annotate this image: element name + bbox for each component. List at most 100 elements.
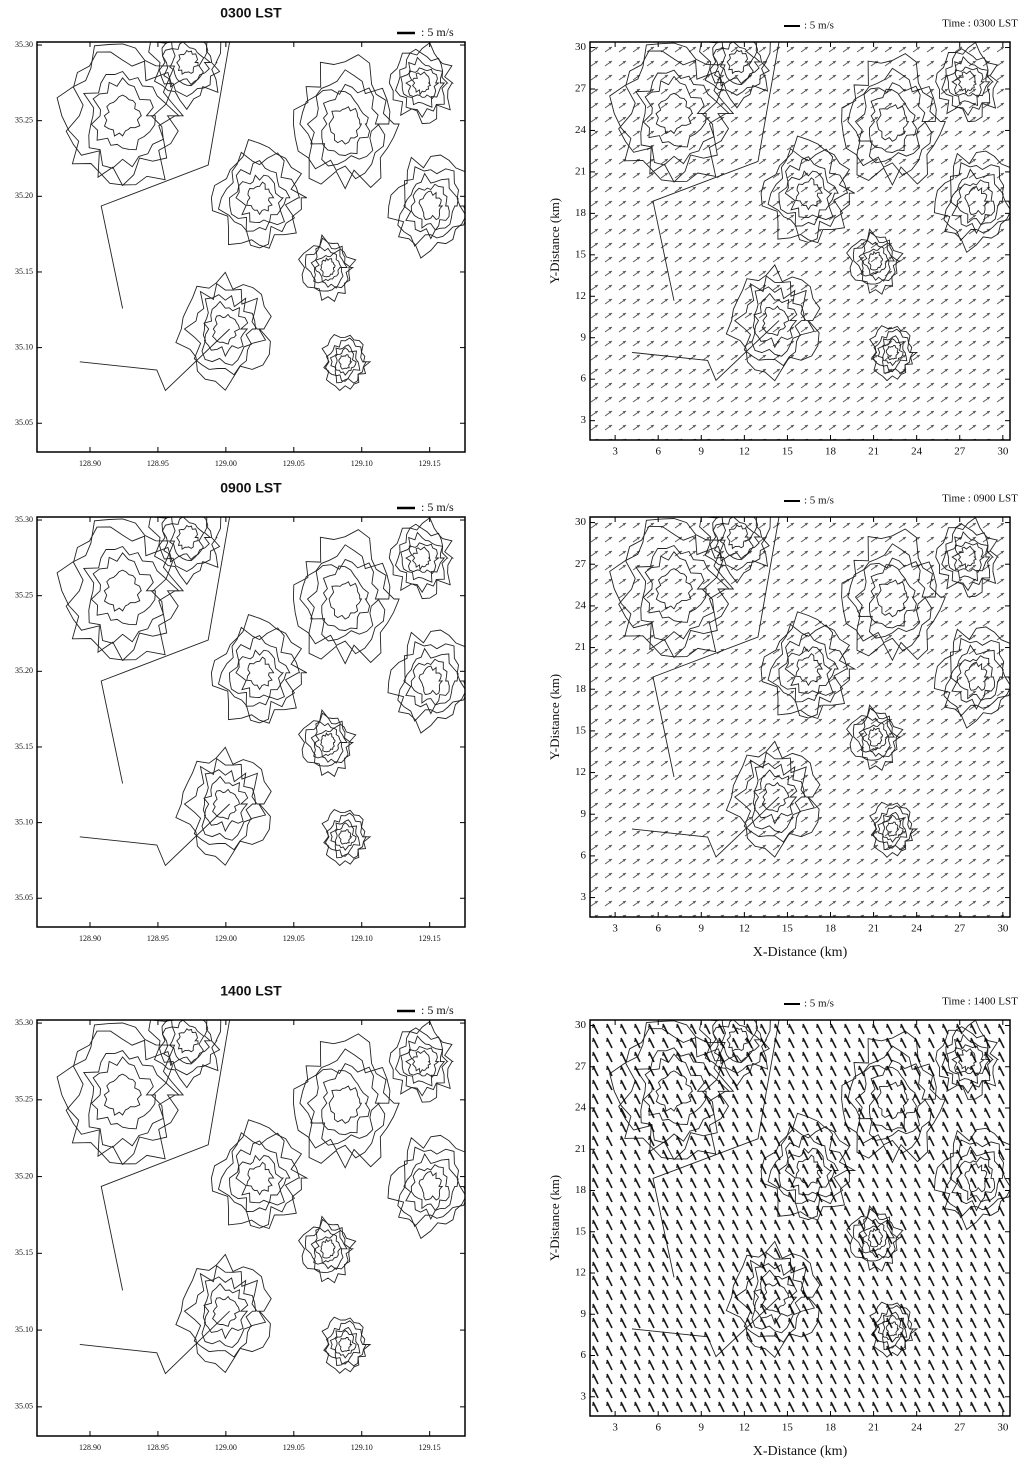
contour bbox=[405, 542, 440, 575]
contour bbox=[411, 1049, 432, 1075]
x-axis-label: X-Distance (km) bbox=[753, 1444, 848, 1459]
contour bbox=[229, 160, 291, 232]
contour bbox=[328, 106, 363, 145]
x-tick-label: 12 bbox=[739, 1422, 750, 1434]
contour bbox=[203, 775, 249, 833]
contour bbox=[56, 518, 185, 661]
y-tick-label: 27 bbox=[575, 558, 587, 570]
x-tick-label: 128.90 bbox=[79, 934, 101, 943]
contour bbox=[410, 658, 450, 706]
x-tick-label: 15 bbox=[782, 1422, 794, 1434]
contour bbox=[306, 83, 381, 167]
contour bbox=[158, 1020, 221, 1076]
x-tick-label: 3 bbox=[612, 923, 618, 935]
contour bbox=[201, 1276, 257, 1349]
contour bbox=[299, 1048, 391, 1159]
y-tick-label: 35.10 bbox=[15, 342, 33, 351]
y-tick-label: 35.30 bbox=[15, 515, 33, 524]
y-tick-label: 30 bbox=[575, 41, 587, 53]
y-tick-label: 15 bbox=[575, 248, 587, 260]
x-tick-label: 27 bbox=[954, 923, 966, 935]
x-tick-label: 24 bbox=[911, 1422, 923, 1434]
x-tick-label: 21 bbox=[868, 1422, 879, 1434]
plot-frame bbox=[36, 516, 466, 928]
x-axis-label: X-Distance (km) bbox=[753, 945, 848, 960]
contour bbox=[338, 354, 353, 370]
contour bbox=[235, 174, 284, 224]
contour bbox=[324, 337, 367, 384]
contour bbox=[306, 1063, 381, 1146]
contour bbox=[183, 757, 267, 851]
contour bbox=[158, 517, 221, 573]
contour bbox=[235, 1154, 284, 1204]
y-tick-label: 9 bbox=[581, 331, 587, 343]
panel-title: 1400 LST bbox=[220, 983, 282, 999]
contour bbox=[203, 1282, 249, 1340]
contour bbox=[320, 732, 336, 753]
contour bbox=[329, 819, 361, 857]
contour bbox=[176, 1028, 199, 1054]
contour bbox=[65, 51, 180, 187]
y-tick-label: 35.05 bbox=[15, 418, 33, 427]
y-tick-label: 30 bbox=[575, 516, 587, 528]
scale-label: : 5 m/s bbox=[804, 495, 834, 507]
y-axis-label: Y-Distance (km) bbox=[547, 674, 562, 760]
contour bbox=[229, 635, 291, 707]
y-tick-label: 6 bbox=[581, 1349, 587, 1361]
contour bbox=[158, 42, 221, 98]
plot-frame bbox=[36, 1019, 466, 1437]
x-tick-label: 128.95 bbox=[147, 1443, 169, 1452]
contour bbox=[176, 49, 199, 76]
scale-label: : 5 m/s bbox=[421, 1003, 454, 1017]
contour bbox=[320, 1238, 336, 1259]
contour bbox=[405, 1045, 440, 1078]
x-tick-label: 27 bbox=[954, 1422, 966, 1434]
contour bbox=[56, 43, 185, 186]
panel-title: Time : 0300 LST bbox=[942, 18, 1018, 30]
contour bbox=[411, 71, 432, 96]
plot-frame bbox=[589, 516, 1011, 918]
contour bbox=[201, 294, 257, 366]
contour bbox=[183, 1265, 267, 1358]
x-tick-label: 30 bbox=[997, 446, 1009, 458]
y-tick-label: 35.15 bbox=[15, 742, 33, 751]
coastline bbox=[79, 1020, 231, 1375]
x-tick-label: 12 bbox=[739, 923, 750, 935]
y-tick-label: 35.30 bbox=[15, 1018, 33, 1027]
terrain bbox=[590, 517, 1010, 917]
y-tick-label: 21 bbox=[575, 165, 586, 177]
contour bbox=[103, 94, 142, 137]
contour bbox=[212, 1295, 240, 1327]
contour bbox=[400, 531, 446, 583]
contour bbox=[212, 313, 240, 345]
contour bbox=[161, 517, 212, 563]
panel-title: Time : 0900 LST bbox=[942, 493, 1018, 505]
x-tick-label: 24 bbox=[911, 923, 923, 935]
y-tick-label: 9 bbox=[581, 808, 587, 820]
y-tick-label: 18 bbox=[575, 207, 587, 219]
contour bbox=[411, 546, 432, 571]
contour bbox=[397, 166, 465, 247]
contour bbox=[148, 42, 222, 111]
x-tick-label: 9 bbox=[699, 446, 705, 458]
y-tick-label: 21 bbox=[575, 1143, 586, 1155]
contour bbox=[176, 524, 199, 551]
contour bbox=[169, 517, 205, 561]
contour bbox=[175, 1253, 272, 1374]
x-tick-label: 129.10 bbox=[351, 1443, 373, 1452]
panel: Time : 0900 LST: 5 m/s 3 6 9 12 15 18 21 24 27 30 3… bbox=[547, 493, 1018, 961]
y-tick-label: 35.20 bbox=[15, 1171, 33, 1180]
coastline bbox=[79, 517, 231, 867]
contour bbox=[217, 1131, 301, 1229]
contour bbox=[292, 529, 400, 665]
y-axis-label: Y-Distance (km) bbox=[547, 1175, 562, 1261]
contour bbox=[306, 558, 381, 642]
contour bbox=[217, 151, 301, 249]
y-tick-label: 12 bbox=[575, 766, 586, 778]
y-axis-label: Y-Distance (km) bbox=[547, 198, 562, 284]
plot-frame bbox=[589, 1019, 1011, 1417]
x-tick-label: 128.95 bbox=[147, 459, 169, 468]
terrain bbox=[590, 42, 1010, 440]
x-tick-label: 129.10 bbox=[351, 459, 373, 468]
